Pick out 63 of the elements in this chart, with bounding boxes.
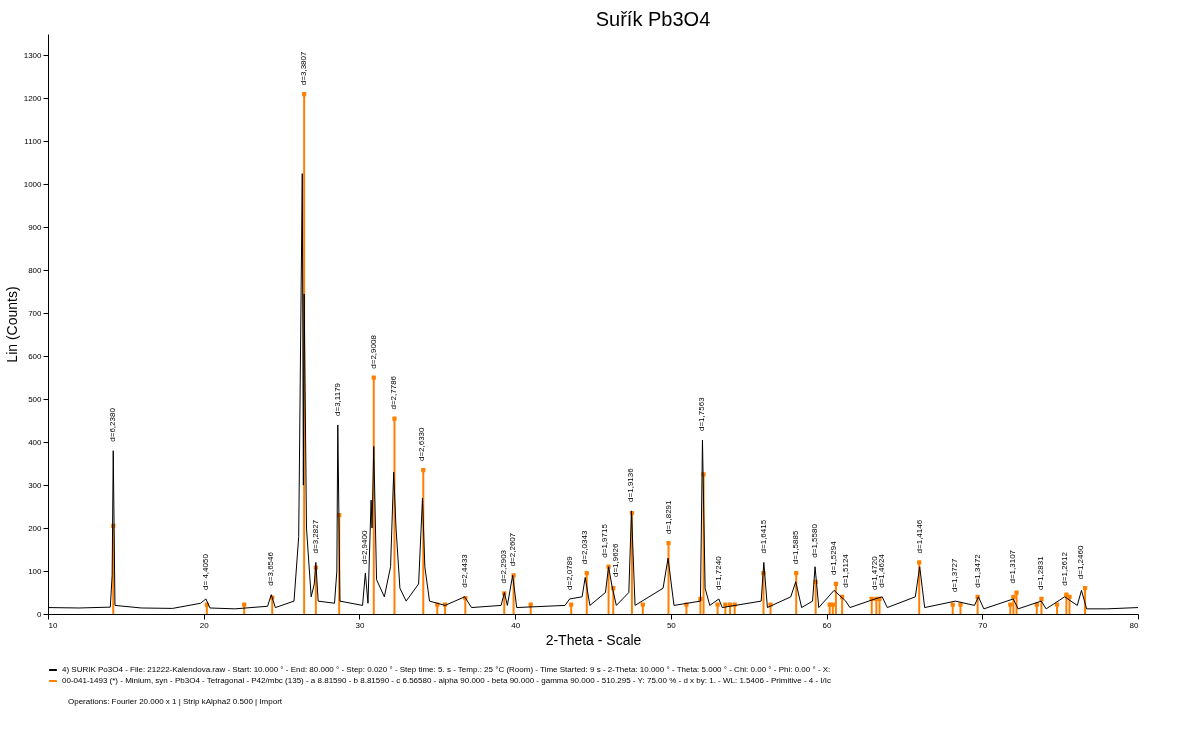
y-tick-label: 400	[28, 437, 43, 447]
annotation: d=1,4624	[877, 553, 887, 588]
x-axis-title: 2-Theta - Scale	[545, 631, 642, 648]
annotation: d=1,6415	[758, 519, 768, 554]
y-tick-label: 1200	[23, 93, 43, 103]
chart-title: Suřík Pb3O4	[595, 8, 711, 30]
annotation: d=1,9715	[599, 523, 609, 558]
annotation: d=2,0343	[580, 530, 590, 565]
x-tick-label: 80	[1129, 620, 1140, 630]
annotation: d=1,3107	[1008, 549, 1018, 584]
annotation: d=1,3727	[950, 557, 960, 593]
annotation: d=1,7240	[713, 555, 723, 590]
x-tick-label: 20	[199, 620, 210, 630]
y-tick-label: 500	[28, 394, 43, 404]
x-tick-label: 50	[666, 620, 677, 630]
annotation: d=1,5294	[829, 540, 839, 575]
y-tick-label: 1300	[23, 50, 43, 60]
annotation: d=2,2903	[499, 549, 509, 584]
annotation: d=1,3472	[973, 553, 983, 588]
y-tick-label: 600	[28, 351, 43, 361]
annotation: d=3,2827	[310, 519, 320, 554]
y-tick-label: 1000	[23, 179, 43, 189]
annotation: d=3,1179	[332, 382, 342, 416]
annotation: d=1,7563	[697, 396, 707, 431]
y-tick-label: 1100	[24, 136, 43, 146]
legend-label: 00-041-1493 (*) - Minium, syn - Pb3O4 - Tetragonal - P42/mbc (135) - a 8.81590 - b 8.81590 - c 6.56580 - alpha 90.000 - beta 90.000 - gamma 90.000 - 510.295 - Y: 75.00 % - d x by: 1. - WL: 1.5406 - Primitive - 4 - I/Ic	[62, 676, 832, 685]
annotation: d=1,5124	[840, 553, 850, 588]
annotation: d=1,4720	[870, 555, 879, 590]
y-tick-label: 0	[37, 609, 43, 619]
annotation: d=1,9136	[626, 467, 636, 502]
y-tick-label: 300	[28, 480, 43, 490]
y-tick-label: 700	[28, 308, 43, 318]
annotation: d=2,9008	[368, 334, 378, 369]
y-tick-label: 900	[28, 222, 43, 232]
annotation: d= 4,4050	[200, 553, 210, 590]
y-tick-label: 200	[28, 523, 43, 533]
x-tick-label: 40	[511, 620, 521, 630]
legend-label: 4) SURIK Po3O4 - File: 21222-Kalendova.raw - Start: 10.000 ° - End: 80.000 ° - Step: 0.020 ° - Step time: 5. s - Temp.: 25 °C (Room) - Time Started: 9 s - 2-Theta: 10.000 ° - Theta: 5.000 ° - Chi: 0.00 ° - Phi: 0.00 ° - X:	[62, 665, 831, 674]
x-tick-label: 60	[822, 620, 833, 630]
annotation: d=1,9626	[611, 542, 620, 578]
annotation: d=2,7786	[389, 375, 399, 410]
annotation: d=2,0789	[564, 555, 574, 590]
x-tick-label: 30	[355, 620, 365, 630]
annotation: d=3,3807	[299, 51, 309, 86]
y-tick-label: 800	[28, 265, 43, 275]
annotation: d=1,8291	[663, 499, 673, 535]
annotation: d=2,4433	[459, 553, 469, 588]
y-axis-title: Lin (Counts)	[3, 286, 20, 363]
annotation: d=1,2612	[1059, 551, 1069, 586]
x-tick-label: 10	[48, 620, 58, 630]
annotation: d=1,2831	[1036, 555, 1046, 590]
annotation: d=1,4146	[914, 519, 924, 554]
annotation: d=1,2460	[1076, 545, 1086, 580]
annotation: d=6,2380	[108, 407, 118, 442]
text: Operations: Fourier 20.000 x 1 | Strip kAlpha2 0.500 | Import	[68, 697, 283, 706]
annotation: d=2,6330	[417, 426, 427, 462]
x-tick-label: 70	[978, 620, 988, 630]
y-tick-label: 100	[28, 566, 43, 576]
annotation: d=2,2607	[507, 532, 517, 567]
annotation: d=3,6546	[266, 551, 276, 586]
annotation: d=2,9400	[360, 530, 370, 565]
annotation: d=1,5885	[790, 530, 800, 565]
annotation: d=1,5580	[810, 523, 820, 558]
